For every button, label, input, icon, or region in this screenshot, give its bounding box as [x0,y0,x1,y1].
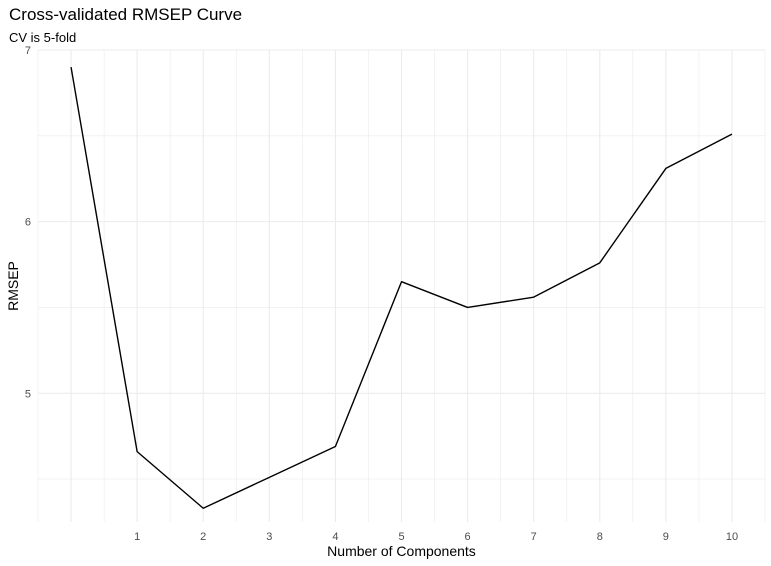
y-axis-title: RMSEP [5,261,21,311]
x-tick-label: 9 [663,531,669,543]
x-tick-label: 5 [398,531,404,543]
x-tick-label: 1 [134,531,140,543]
x-tick-label: 8 [597,531,603,543]
x-tick-label: 4 [332,531,338,543]
x-tick-label: 10 [726,531,738,543]
x-axis-title: Number of Components [327,543,476,559]
tick-labels: 1 2 3 4 5 6 7 8 9 10 5 6 7 [25,45,738,543]
rmsep-series-line [70,67,733,509]
grid-lines [37,49,766,522]
chart-title: Cross-validated RMSEP Curve [9,5,243,24]
data-series [70,67,733,509]
chart-subtitle: CV is 5-fold [9,30,77,45]
x-tick-label: 3 [266,531,272,543]
y-tick-label: 7 [25,45,31,57]
y-tick-label: 5 [25,388,31,400]
x-tick-label: 6 [465,531,471,543]
x-tick-label: 7 [531,531,537,543]
x-tick-label: 2 [200,531,206,543]
y-tick-label: 6 [25,217,31,229]
